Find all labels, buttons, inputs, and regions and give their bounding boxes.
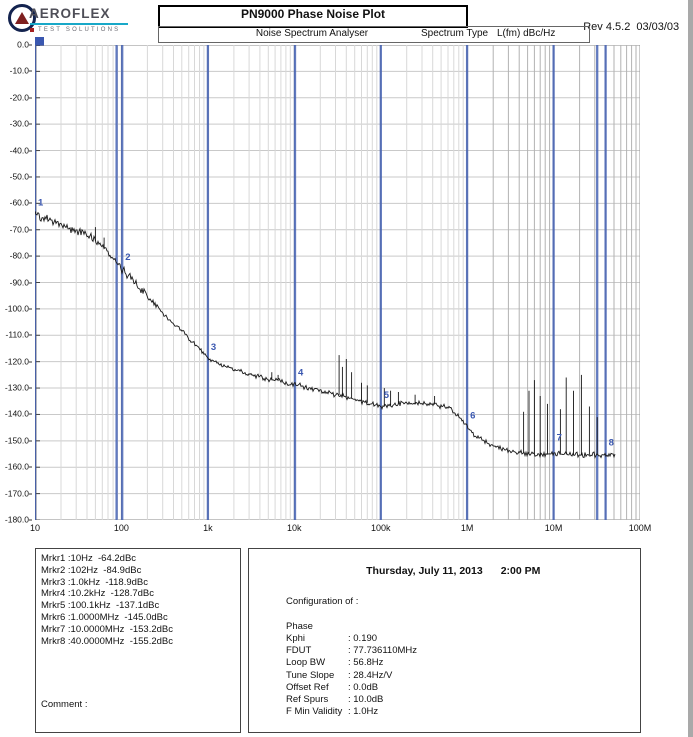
date-text: Thursday, July 11, 2013 xyxy=(366,565,483,577)
aeroflex-triangle-icon xyxy=(15,12,29,24)
y-axis-tick-label: -50.0 xyxy=(9,171,33,182)
config-row: F Min Validity: 1.0Hz xyxy=(286,706,379,718)
config-row: Kphi: 0.190 xyxy=(286,633,378,644)
spectrum-type-label: Spectrum Type xyxy=(421,28,489,39)
y-axis-tick-label: -80.0 xyxy=(9,250,33,261)
window-edge xyxy=(688,0,693,737)
config-rows: Kphi: 0.190 FDUT: 77.736110MHz Loop BW: 56… xyxy=(286,633,640,718)
spectrum-type-value: L(fm) dBc/Hz xyxy=(497,28,556,39)
logo-rule xyxy=(30,23,128,25)
y-axis-tick-label: -30.0 xyxy=(9,118,33,129)
y-axis-tick-label: -120.0 xyxy=(4,356,33,367)
marker-readout: Mrkr5 :100.1kHz -137.1dBc xyxy=(41,600,160,612)
marker-readout: Mrkr8 :40.0000MHz -155.2dBc xyxy=(41,635,174,647)
revision-date: 03/03/03 xyxy=(636,21,680,33)
y-axis-tick-label: -90.0 xyxy=(9,277,33,287)
y-axis-tick-label: 0.0 xyxy=(17,39,32,50)
svg-text:4: 4 xyxy=(298,368,304,379)
aeroflex-logo: AEROFLEX TEST SOLUTIONS xyxy=(8,3,148,41)
page-title: PN9000 Phase Noise Plot xyxy=(158,5,468,28)
x-axis-tick-label: 10M xyxy=(544,523,563,533)
marker-list: Mrkr1 :10Hz -64.2dBc Mrkr2 :102Hz -84.9dB… xyxy=(41,553,235,647)
revision-text: Rev 4.5.2 03/03/03 xyxy=(571,9,685,45)
time-text: 2:00 PM xyxy=(500,565,541,577)
comment-label: Comment : xyxy=(41,699,88,710)
config-row: Loop BW: 56.8Hz xyxy=(286,657,384,669)
marker-readout: Mrkr7 :10.0000MHz -153.2dBc xyxy=(41,623,174,635)
marker-readout: Mrkr2 :102Hz -84.9dBc xyxy=(41,564,142,576)
config-heading: Configuration of : xyxy=(286,596,359,607)
aeroflex-circle-icon xyxy=(8,4,36,32)
datetime: Thursday, July 11, 2013 2:00 PM xyxy=(249,553,640,589)
x-axis-labels: 10 100 1k 10k 100k 1M 10M 100M xyxy=(30,523,651,535)
marker-panel: Mrkr1 :10Hz -64.2dBc Mrkr2 :102Hz -84.9dB… xyxy=(35,548,241,733)
subheader-bar: Noise Spectrum Analyser Spectrum Type L(… xyxy=(158,26,590,43)
logo-text: AEROFLEX xyxy=(29,6,111,21)
svg-text:6: 6 xyxy=(470,411,475,422)
y-axis-tick-label: -60.0 xyxy=(9,197,33,208)
y-axis-tick-label: -110.0 xyxy=(5,329,33,340)
x-axis-tick-label: 100k xyxy=(370,523,391,533)
marker-readout: Mrkr4 :10.2kHz -128.7dBc xyxy=(41,588,154,600)
y-axis-tick-label: -150.0 xyxy=(4,435,33,446)
svg-text:8: 8 xyxy=(609,438,614,449)
phase-noise-plot: 1 2 3 4 5 6 7 8 xyxy=(35,45,640,520)
config-row: FDUT: 77.736110MHz xyxy=(286,645,418,657)
plot-canvas: 1 2 3 4 5 6 7 8 xyxy=(35,45,640,520)
y-axis-tick-label: -180.0 xyxy=(4,514,33,525)
y-axis-tick-label: -130.0 xyxy=(4,382,33,393)
x-axis-tick-label: 10 xyxy=(29,523,41,533)
y-axis-tick-label: -20.0 xyxy=(9,92,33,103)
svg-text:1: 1 xyxy=(38,197,44,208)
y-axis-tick-label: -170.0 xyxy=(4,488,33,499)
y-axis-tick-label: -40.0 xyxy=(9,145,33,156)
marker-readout: Mrkr3 :1.0kHz -118.9dBc xyxy=(41,576,149,588)
y-axis-tick-label: -100.0 xyxy=(4,303,33,314)
svg-text:2: 2 xyxy=(125,252,130,263)
config-row: Tune Slope: 28.4Hz/V xyxy=(286,669,393,681)
y-axis-tick-label: -70.0 xyxy=(9,224,33,235)
logo-dot xyxy=(30,28,34,32)
config-row: Offset Ref: 0.0dB xyxy=(286,681,379,693)
analyser-label: Noise Spectrum Analyser xyxy=(255,28,369,39)
x-axis-tick-label: 10k xyxy=(287,523,302,533)
svg-text:3: 3 xyxy=(211,342,216,353)
logo-subtext: TEST SOLUTIONS xyxy=(38,27,121,33)
svg-text:7: 7 xyxy=(557,432,562,443)
y-axis-tick-label: -160.0 xyxy=(4,461,33,472)
y-axis-labels: 0.0 -10.0 -20.0 -30.0 -40.0 -50.0 -60.0 -70.0 -8… xyxy=(0,40,33,525)
svg-text:5: 5 xyxy=(384,390,390,401)
x-axis-tick-label: 1k xyxy=(203,523,213,533)
marker-readout: Mrkr1 :10Hz -64.2dBc xyxy=(41,553,137,564)
x-axis-tick-label: 1M xyxy=(460,523,474,533)
y-axis-tick-label: -10.0 xyxy=(9,65,33,76)
x-axis-tick-label: 100M xyxy=(628,523,652,533)
config-subheading: Phase xyxy=(286,621,313,632)
revision-number: Rev 4.5.2 xyxy=(583,21,631,33)
config-panel: Thursday, July 11, 2013 2:00 PM Configura… xyxy=(248,548,641,733)
y-axis-tick-label: -140.0 xyxy=(4,408,33,419)
x-axis-tick-label: 100 xyxy=(113,523,129,533)
config-row: Ref Spurs: 10.0dB xyxy=(286,694,384,706)
plot-corner-marker xyxy=(35,37,44,46)
marker-readout: Mrkr6 :1.0000MHz -145.0dBc xyxy=(41,611,168,623)
